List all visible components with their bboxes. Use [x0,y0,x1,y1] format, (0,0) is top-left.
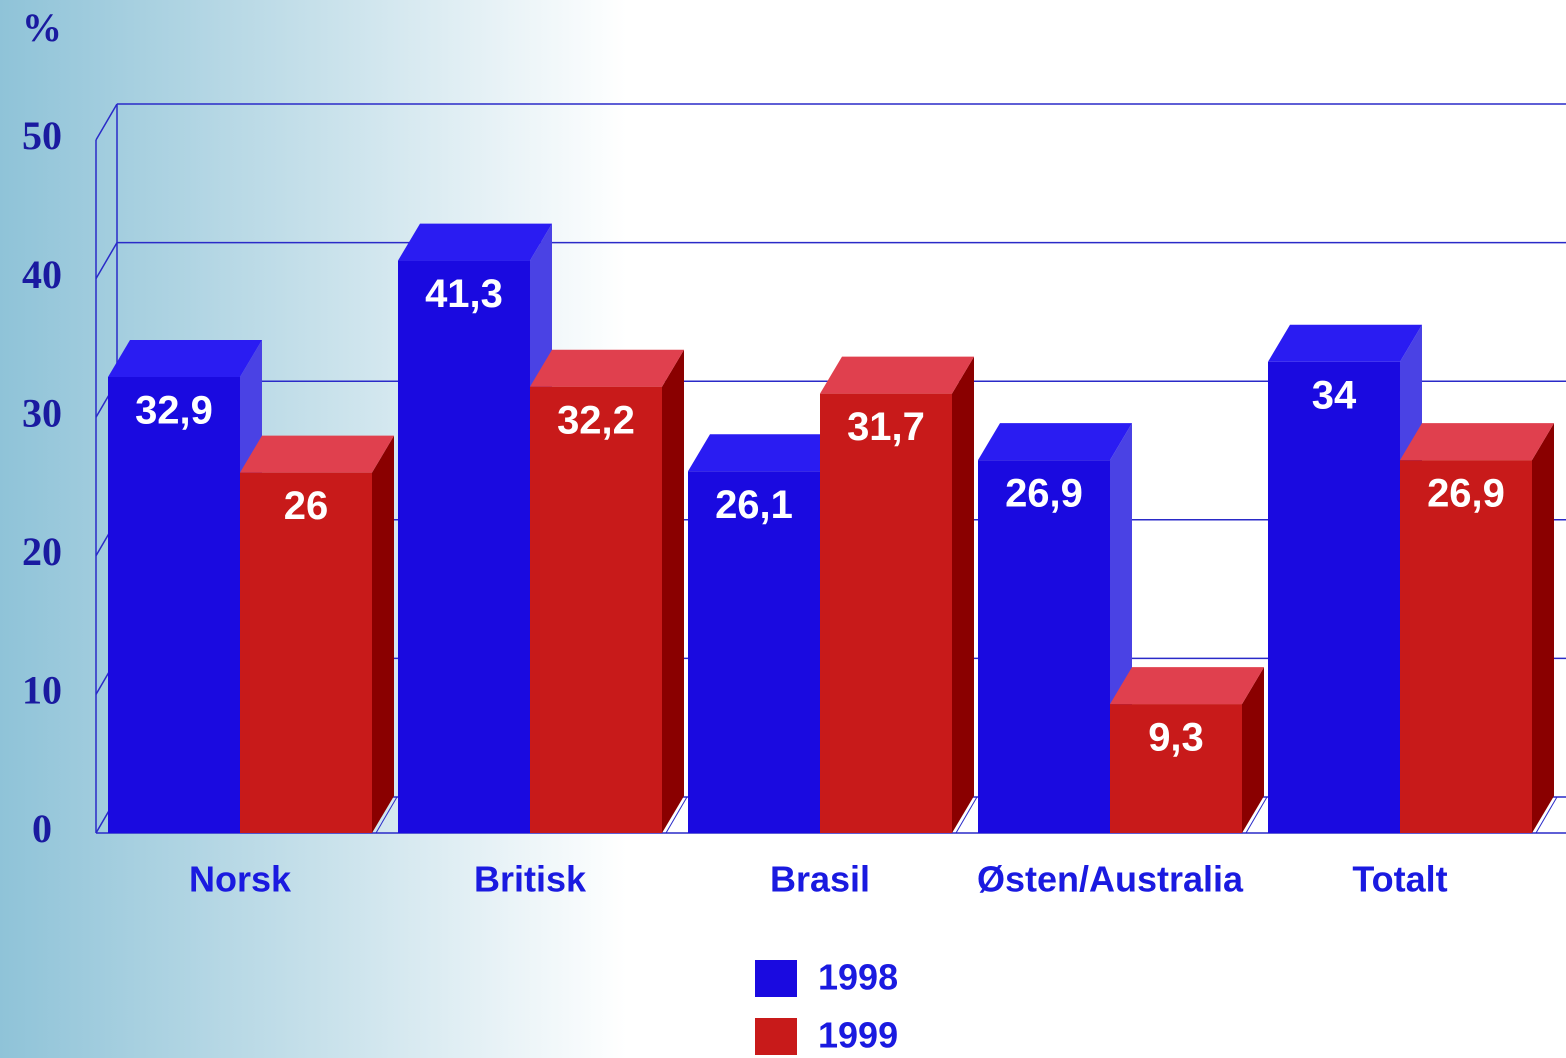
bar [688,471,820,833]
legend-label: 1998 [818,957,898,998]
bar-top [1110,667,1264,705]
x-tick-label: Brasil [770,859,870,900]
floor-divider [955,796,978,834]
y-tick-label: 0 [32,806,52,851]
value-label: 26 [284,484,329,528]
legend-swatch [755,960,797,997]
x-tick-label: Norsk [189,859,292,900]
x-tick-label: Totalt [1352,859,1447,900]
bar-top [1268,324,1422,362]
bar-top [240,435,394,473]
x-tick-label: Britisk [474,859,587,900]
bar-side [1242,667,1264,833]
y-tick-label: 50 [22,113,62,158]
bar-top [530,349,684,387]
grid-line-side [95,103,118,141]
value-label: 31,7 [847,405,925,449]
bar [820,393,952,833]
bar [1268,361,1400,833]
legend-label: 1999 [818,1015,898,1056]
bar-top [108,340,262,378]
value-label: 9,3 [1148,716,1204,760]
y-tick-label: 10 [22,668,62,713]
y-tick-label: 40 [22,252,62,297]
floor-divider [1245,796,1268,834]
legend-swatch [755,1018,797,1055]
value-label: 41,3 [425,272,503,316]
bar-top [688,434,842,472]
bar [240,472,372,833]
bar-top [820,356,974,394]
value-label: 26,9 [1427,472,1505,516]
value-label: 34 [1312,373,1357,417]
value-label: 26,1 [715,483,793,527]
bar [108,377,240,833]
x-tick-label: Østen/Australia [977,859,1244,900]
floor-divider [375,796,398,834]
bar-side [952,356,974,833]
bar-side [662,349,684,833]
grid-line-side [95,242,118,279]
y-axis-label: % [22,5,62,50]
bar [530,386,662,833]
bar [398,260,530,833]
bar [1400,460,1532,833]
bar [978,460,1110,833]
bar-side [1532,423,1554,833]
y-tick-label: 20 [22,529,62,574]
y-tick-label: 30 [22,390,62,435]
floor-divider [1535,796,1558,834]
bar-top [978,423,1132,461]
bar-top [398,223,552,261]
value-label: 26,9 [1005,472,1083,516]
value-label: 32,2 [557,398,635,442]
value-label: 32,9 [135,389,213,433]
bar [1110,704,1242,833]
floor-divider [665,796,688,834]
bar-side [372,435,394,833]
bar-top [1400,423,1554,461]
